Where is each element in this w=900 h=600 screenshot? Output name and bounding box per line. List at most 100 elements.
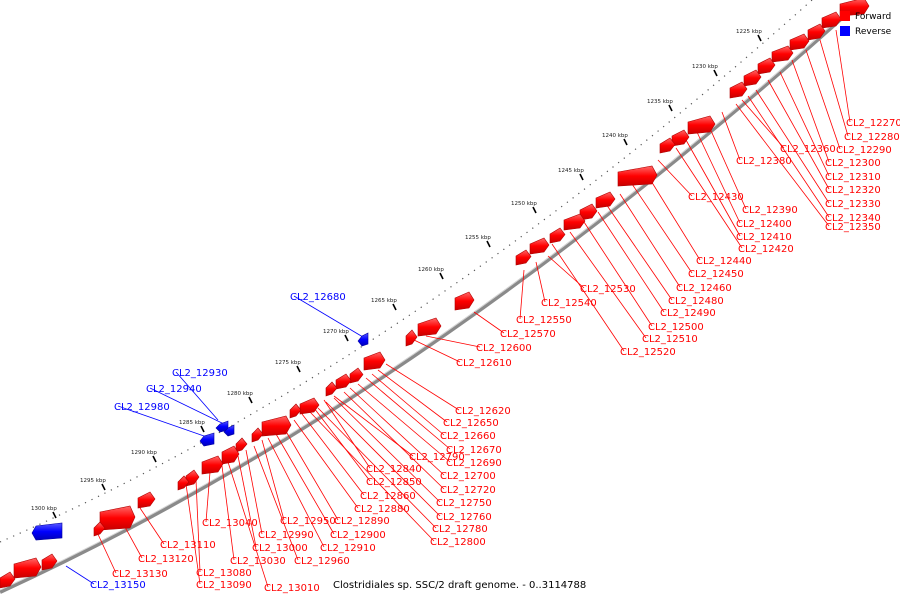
gene-label-cl2-12800[interactable]: CL2_12800 bbox=[430, 537, 486, 548]
gene-label-cl2-13150[interactable]: CL2_13150 bbox=[90, 580, 146, 591]
gene-label-cl2-12290[interactable]: CL2_12290 bbox=[836, 145, 892, 156]
gene-label-cl2-12660[interactable]: CL2_12660 bbox=[440, 431, 496, 442]
leader-cl2-12990 bbox=[245, 449, 263, 535]
gene-label-cl2-12950[interactable]: CL2_12950 bbox=[280, 516, 336, 527]
gene-label-cl2-12850[interactable]: CL2_12850 bbox=[366, 477, 422, 488]
gene-label-cl2-12570[interactable]: CL2_12570 bbox=[500, 329, 556, 340]
gene-label-cl2-12530[interactable]: CL2_12530 bbox=[580, 284, 636, 295]
gene-label-cl2-12400[interactable]: CL2_12400 bbox=[736, 219, 792, 230]
ruler-tick-label: 1285 kbp bbox=[179, 420, 205, 426]
gene-label-cl2-12500[interactable]: CL2_12500 bbox=[648, 322, 704, 333]
forward-gene-block bbox=[771, 45, 794, 63]
gene-label-cl2-12990[interactable]: CL2_12990 bbox=[258, 530, 314, 541]
reverse-gene-block bbox=[31, 522, 63, 541]
gene-label-cl2-12620[interactable]: CL2_12620 bbox=[455, 406, 511, 417]
leader-cl2-12890 bbox=[283, 427, 339, 521]
leader-cl2-12290 bbox=[805, 49, 841, 150]
leader-cl2-12480 bbox=[605, 203, 673, 301]
gene-label-cl2-12890[interactable]: CL2_12890 bbox=[334, 516, 390, 527]
leader-cl2-12680 bbox=[293, 295, 369, 341]
leader-cl2-13000 bbox=[237, 455, 257, 548]
leader-cl2-12800 bbox=[309, 411, 435, 542]
ruler-tick-label: 1245 kbp bbox=[558, 168, 584, 174]
forward-gene-block bbox=[137, 491, 156, 509]
leader-cl2-12430 bbox=[657, 159, 693, 197]
gene-label-cl2-13030[interactable]: CL2_13030 bbox=[230, 556, 286, 567]
gene-label-cl2-13120[interactable]: CL2_13120 bbox=[138, 554, 194, 565]
gene-label-cl2-12330[interactable]: CL2_12330 bbox=[825, 199, 881, 210]
gene-label-cl2-12320[interactable]: CL2_12320 bbox=[825, 185, 881, 196]
gene-label-cl2-12390[interactable]: CL2_12390 bbox=[742, 205, 798, 216]
gene-label-cl2-13130[interactable]: CL2_13130 bbox=[112, 569, 168, 580]
leader-cl2-12790 bbox=[333, 395, 414, 457]
forward-gene-block bbox=[201, 455, 224, 475]
gene-label-cl2-12650[interactable]: CL2_12650 bbox=[443, 418, 499, 429]
gene-label-cl2-12410[interactable]: CL2_12410 bbox=[736, 232, 792, 243]
gene-label-cl2-12300[interactable]: CL2_12300 bbox=[825, 158, 881, 169]
gene-label-cl2-12860[interactable]: CL2_12860 bbox=[360, 491, 416, 502]
reverse-gene-block bbox=[215, 420, 229, 433]
gene-label-cl2-12440[interactable]: CL2_12440 bbox=[696, 256, 752, 267]
gene-label-cl2-12930[interactable]: CL2_12930 bbox=[172, 368, 228, 379]
gene-label-cl2-12460[interactable]: CL2_12460 bbox=[676, 283, 732, 294]
leader-cl2-12780 bbox=[317, 407, 437, 529]
gene-label-cl2-12490[interactable]: CL2_12490 bbox=[660, 308, 716, 319]
gene-label-cl2-12550[interactable]: CL2_12550 bbox=[516, 315, 572, 326]
gene-label-cl2-12540[interactable]: CL2_12540 bbox=[541, 298, 597, 309]
legend-reverse-swatch bbox=[840, 26, 850, 36]
ruler-major-tick bbox=[713, 69, 718, 77]
ruler-major-tick bbox=[344, 334, 349, 342]
gene-label-cl2-13090[interactable]: CL2_13090 bbox=[196, 580, 252, 591]
gene-label-cl2-12430[interactable]: CL2_12430 bbox=[688, 192, 744, 203]
gene-label-cl2-12960[interactable]: CL2_12960 bbox=[294, 556, 350, 567]
ruler-major-tick bbox=[296, 365, 301, 373]
gene-label-cl2-12360[interactable]: CL2_12360 bbox=[780, 144, 836, 155]
gene-label-cl2-12880[interactable]: CL2_12880 bbox=[354, 504, 410, 515]
gene-label-cl2-12310[interactable]: CL2_12310 bbox=[825, 172, 881, 183]
gene-label-cl2-12940[interactable]: CL2_12940 bbox=[146, 384, 202, 395]
forward-gene-block bbox=[529, 237, 550, 255]
gene-label-cl2-12690[interactable]: CL2_12690 bbox=[446, 458, 502, 469]
gene-label-cl2-12280[interactable]: CL2_12280 bbox=[844, 132, 900, 143]
gene-label-cl2-12510[interactable]: CL2_12510 bbox=[642, 334, 698, 345]
leader-cl2-12670 bbox=[365, 377, 451, 450]
gene-label-cl2-12520[interactable]: CL2_12520 bbox=[620, 347, 676, 358]
leader-cl2-12550 bbox=[519, 269, 525, 320]
gene-label-cl2-12760[interactable]: CL2_12760 bbox=[436, 512, 492, 523]
ruler-tick-label: 1275 kbp bbox=[275, 360, 301, 366]
gene-label-cl2-12610[interactable]: CL2_12610 bbox=[456, 358, 512, 369]
gene-label-cl2-12270[interactable]: CL2_12270 bbox=[846, 118, 900, 129]
gene-label-cl2-12900[interactable]: CL2_12900 bbox=[330, 530, 386, 541]
gene-label-cl2-13110[interactable]: CL2_13110 bbox=[160, 540, 216, 551]
gene-label-cl2-12910[interactable]: CL2_12910 bbox=[320, 543, 376, 554]
gene-labels: CL2_12270 CL2_12280 CL2_12290 CL2_12300 CL2_… bbox=[90, 118, 900, 594]
gene-label-cl2-12450[interactable]: CL2_12450 bbox=[688, 269, 744, 280]
gene-label-cl2-12380[interactable]: CL2_12380 bbox=[736, 156, 792, 167]
gene-label-cl2-12790[interactable]: CL2_12790 bbox=[409, 452, 465, 463]
gene-label-cl2-12980[interactable]: CL2_12980 bbox=[114, 402, 170, 413]
legend: Forward Reverse bbox=[840, 11, 892, 37]
gene-label-cl2-12680[interactable]: CL2_12680 bbox=[290, 292, 346, 303]
leader-cl2-12450 bbox=[631, 183, 693, 274]
gene-label-cl2-12600[interactable]: CL2_12600 bbox=[476, 343, 532, 354]
leader-cl2-12310 bbox=[779, 71, 830, 177]
ruler-tick-label: 1260 kbp bbox=[418, 267, 444, 273]
leader-cl2-12390 bbox=[707, 123, 747, 210]
gene-label-cl2-12750[interactable]: CL2_12750 bbox=[436, 498, 492, 509]
gene-label-cl2-12670[interactable]: CL2_12670 bbox=[446, 445, 502, 456]
gene-label-cl2-12840[interactable]: CL2_12840 bbox=[366, 464, 422, 475]
gene-label-cl2-12720[interactable]: CL2_12720 bbox=[440, 485, 496, 496]
gene-label-cl2-13010[interactable]: CL2_13010 bbox=[264, 583, 320, 594]
gene-label-cl2-12480[interactable]: CL2_12480 bbox=[668, 296, 724, 307]
gene-label-cl2-13080[interactable]: CL2_13080 bbox=[196, 568, 252, 579]
gene-label-cl2-13000[interactable]: CL2_13000 bbox=[252, 543, 308, 554]
gene-label-cl2-13040[interactable]: CL2_13040 bbox=[202, 518, 258, 529]
gene-label-cl2-12420[interactable]: CL2_12420 bbox=[738, 244, 794, 255]
gene-label-cl2-12780[interactable]: CL2_12780 bbox=[432, 524, 488, 535]
gene-label-cl2-12350[interactable]: CL2_12350 bbox=[825, 222, 881, 233]
leader-cl2-12520 bbox=[551, 243, 625, 352]
gene-label-cl2-12340[interactable]: CL2_12340 bbox=[825, 213, 881, 224]
gene-label-cl2-12700[interactable]: CL2_12700 bbox=[440, 471, 496, 482]
forward-gene-block bbox=[454, 291, 475, 311]
forward-gene-block bbox=[807, 23, 826, 41]
